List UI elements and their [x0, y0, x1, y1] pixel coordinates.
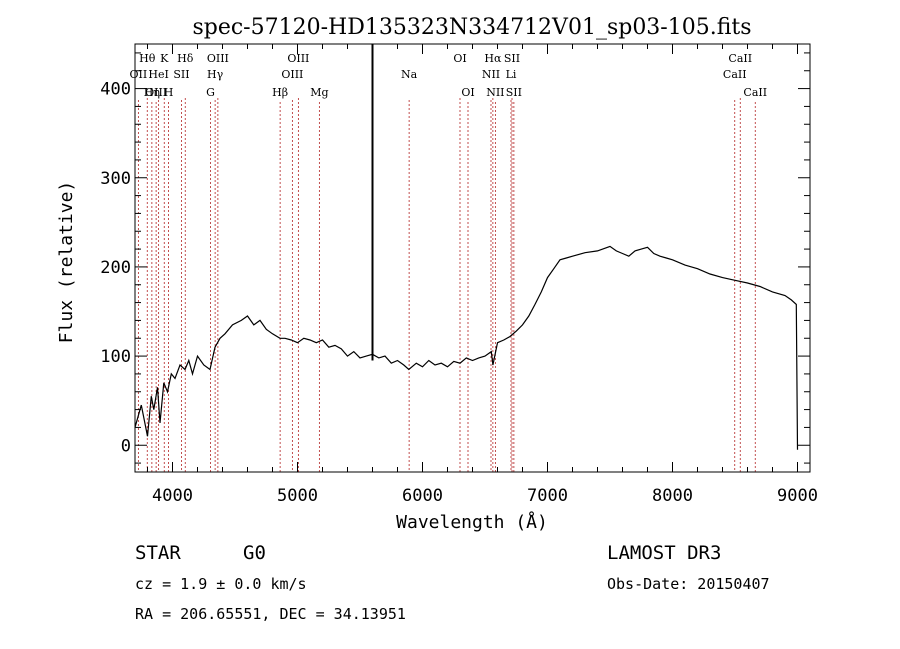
line-marker-labels: Hθ OII OIII HeI Hη K SII H Hδ OIII Hγ G Hβ OIII OIII Mg…	[130, 52, 768, 99]
line-marker-label-10: Hγ	[207, 68, 224, 81]
line-marker-label-5: K	[160, 52, 169, 65]
line-marker-label-8: Hδ	[177, 52, 194, 65]
x-axis-ticks: 4000 5000 6000 7000 8000 9000	[147, 44, 818, 506]
plot-frame	[134, 43, 811, 473]
line-marker-label-7: H	[164, 86, 174, 99]
line-marker-label-2: OIII	[145, 86, 167, 99]
line-marker-label-11: G	[206, 86, 215, 99]
line-marker-label-15: Mg	[310, 86, 328, 99]
y-axis-ticks: 0 100 200 300 400	[100, 52, 810, 464]
line-marker-label-19: Hα	[484, 52, 502, 65]
line-marker-label-6: SII	[173, 68, 189, 81]
line-markers	[137, 98, 756, 472]
redshift-cz: cz = 1.9 ± 0.0 km/s	[135, 575, 307, 593]
line-marker-label-1: OII	[130, 68, 148, 81]
x-tick-label-5: 9000	[777, 486, 818, 506]
y-tick-label-4: 400	[100, 80, 131, 100]
line-marker-label-23: Li	[506, 68, 517, 81]
line-marker-label-21: NII	[486, 86, 504, 99]
x-tick-label-3: 7000	[527, 486, 568, 506]
x-tick-label-0: 4000	[152, 486, 193, 506]
line-marker-label-22: SII	[504, 52, 520, 65]
y-tick-label-2: 200	[100, 258, 131, 278]
y-tick-label-0: 0	[121, 436, 131, 456]
line-marker-label-27: CaII	[743, 86, 767, 99]
line-marker-label-0: Hθ	[139, 52, 156, 65]
ra-dec-coords: RA = 206.65551, DEC = 34.13951	[135, 605, 406, 623]
x-axis-label: Wavelength (Å)	[396, 511, 548, 533]
chart-title: spec-57120-HD135323N334712V01_sp03-105.f…	[192, 15, 751, 40]
line-marker-label-17: OI	[453, 52, 466, 65]
x-tick-label-4: 8000	[652, 486, 693, 506]
object-subclass: G0	[243, 542, 266, 564]
line-marker-label-20: NII	[482, 68, 500, 81]
y-tick-label-3: 300	[100, 169, 131, 189]
line-marker-label-18: OI	[461, 86, 474, 99]
line-marker-label-16: Na	[401, 68, 418, 81]
line-marker-label-3: HeI	[148, 68, 168, 81]
x-tick-label-1: 5000	[277, 486, 318, 506]
y-tick-label-1: 100	[100, 347, 131, 367]
y-axis-label: Flux (relative)	[56, 181, 77, 344]
x-tick-label-2: 6000	[402, 486, 443, 506]
line-marker-label-14: OIII	[281, 68, 303, 81]
line-marker-label-4: Hη	[144, 86, 160, 99]
object-class: STAR	[135, 542, 181, 564]
obs-date: Obs-Date: 20150407	[607, 575, 770, 593]
line-marker-label-24: SII	[506, 86, 522, 99]
survey-name: LAMOST DR3	[607, 542, 721, 564]
spectrum-series-line	[134, 245, 799, 450]
line-marker-label-25: CaII	[728, 52, 752, 65]
line-marker-label-26: CaII	[723, 68, 747, 81]
line-marker-label-9: OIII	[207, 52, 229, 65]
line-marker-label-13: OIII	[287, 52, 309, 65]
line-marker-label-12: Hβ	[272, 86, 288, 99]
